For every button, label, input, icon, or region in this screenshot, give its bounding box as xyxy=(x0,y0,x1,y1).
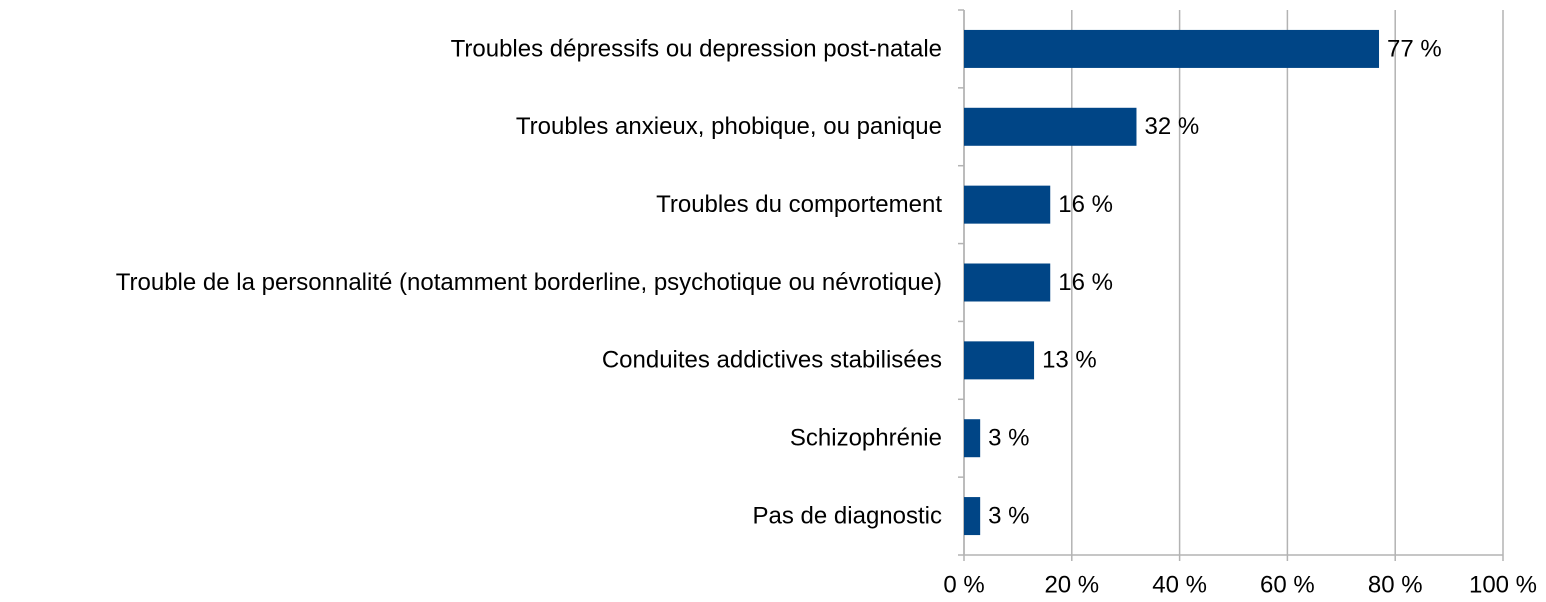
data-label: 16 % xyxy=(1058,191,1113,218)
y-tick-label: Conduites addictives stabilisées xyxy=(602,347,942,374)
y-tick-label: Troubles du comportement xyxy=(656,191,942,218)
bar xyxy=(964,107,1137,146)
data-label: 77 % xyxy=(1387,35,1442,62)
x-tick-label: 20 % xyxy=(1044,571,1099,598)
data-label: 16 % xyxy=(1058,269,1113,296)
x-tick-label: 40 % xyxy=(1152,571,1207,598)
data-label: 13 % xyxy=(1042,347,1097,374)
y-tick-label: Troubles dépressifs ou depression post-n… xyxy=(451,35,942,62)
data-label: 32 % xyxy=(1144,113,1199,140)
y-tick-label: Troubles anxieux, phobique, ou panique xyxy=(516,113,942,140)
bar xyxy=(964,263,1051,302)
y-tick-label: Pas de diagnostic xyxy=(753,502,942,529)
x-tick-label: 100 % xyxy=(1469,571,1537,598)
y-tick-label: Schizophrénie xyxy=(790,425,942,452)
bar xyxy=(964,29,1380,68)
bar xyxy=(964,341,1035,380)
x-tick-label: 80 % xyxy=(1368,571,1423,598)
data-label: 3 % xyxy=(988,502,1029,529)
data-label: 3 % xyxy=(988,425,1029,452)
bar xyxy=(964,185,1051,224)
bar xyxy=(964,497,981,536)
y-tick-label: Trouble de la personnalité (notamment bo… xyxy=(116,269,942,296)
x-tick-label: 0 % xyxy=(943,571,984,598)
x-tick-label: 60 % xyxy=(1260,571,1315,598)
bar xyxy=(964,419,981,458)
